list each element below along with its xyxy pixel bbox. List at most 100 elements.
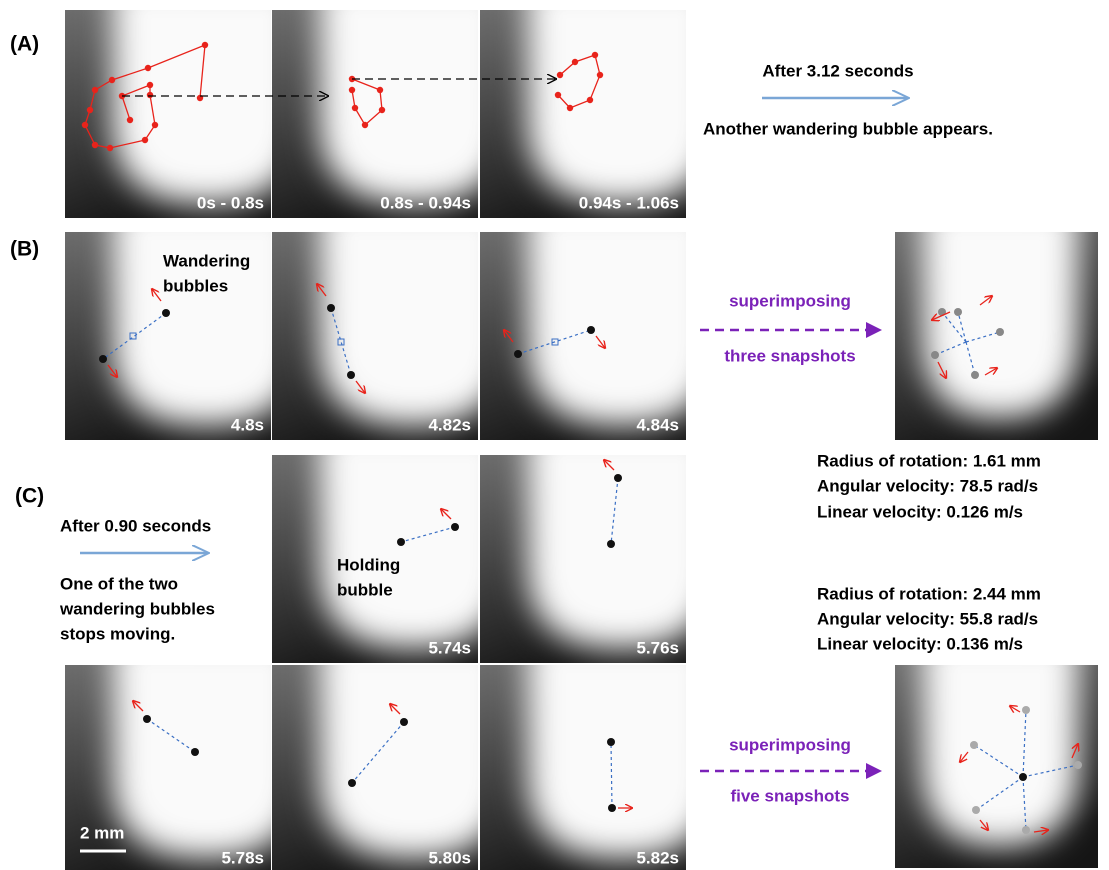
- annotation: Holding: [337, 555, 400, 574]
- trajectory-point: [142, 137, 148, 143]
- frame: [480, 202, 716, 440]
- bubble: [971, 371, 979, 379]
- time-label: 4.8s: [231, 415, 264, 434]
- stat: Linear velocity: 0.126 m/s: [817, 502, 1023, 521]
- time-label: 5.82s: [636, 848, 679, 867]
- bubble: [972, 806, 980, 814]
- stat: Angular velocity: 55.8 rad/s: [817, 609, 1038, 628]
- trajectory-point: [92, 142, 98, 148]
- bubble: [1022, 826, 1030, 834]
- bubble: [143, 715, 151, 723]
- bubble: [970, 741, 978, 749]
- transition-text: After 3.12 seconds: [762, 61, 913, 80]
- bubble: [1022, 706, 1030, 714]
- frame: [272, 202, 508, 440]
- bubble: [99, 355, 107, 363]
- superimpose-text: five snapshots: [730, 786, 849, 805]
- bright-region: [528, 635, 716, 859]
- stat: Radius of rotation: 1.61 mm: [817, 451, 1041, 470]
- bright-region: [923, 202, 1078, 418]
- stat: Radius of rotation: 2.44 mm: [817, 584, 1041, 603]
- bubble: [1074, 761, 1082, 769]
- bubble: [608, 804, 616, 812]
- time-label: 0.8s - 0.94s: [380, 193, 471, 212]
- bubble: [162, 309, 170, 317]
- trajectory-point: [557, 72, 563, 78]
- time-label: 5.76s: [636, 638, 679, 657]
- annotation: Wandering: [163, 251, 250, 270]
- trajectory-point: [147, 82, 153, 88]
- trajectory-point: [567, 105, 573, 111]
- superimpose-text: superimposing: [729, 291, 851, 310]
- bubble: [347, 371, 355, 379]
- superimpose-text: superimposing: [729, 735, 851, 754]
- superimpose-text: three snapshots: [724, 346, 855, 365]
- bright-region: [320, 202, 508, 426]
- bubble: [607, 540, 615, 548]
- bubble: [931, 351, 939, 359]
- bubble: [191, 748, 199, 756]
- bubble: [954, 308, 962, 316]
- trajectory-point: [145, 65, 151, 71]
- trajectory-point: [127, 117, 133, 123]
- transition-text: Another wandering bubble appears.: [703, 119, 993, 138]
- bubble: [397, 538, 405, 546]
- trajectory-point: [587, 97, 593, 103]
- frame: [480, 0, 716, 218]
- trajectory-point: [352, 105, 358, 111]
- trajectory-point: [87, 107, 93, 113]
- trajectory-point: [92, 87, 98, 93]
- trajectory-point: [202, 42, 208, 48]
- frame: [895, 202, 1098, 440]
- panel-label: (C): [15, 485, 44, 508]
- trajectory-point: [349, 87, 355, 93]
- time-label: 5.74s: [428, 638, 471, 657]
- bubble: [400, 718, 408, 726]
- panel-label: (A): [10, 33, 39, 56]
- trajectory-point: [379, 107, 385, 113]
- bubble: [587, 326, 595, 334]
- trajectory-point: [362, 122, 368, 128]
- trajectory-point: [592, 52, 598, 58]
- bright-region: [528, 425, 716, 649]
- bright-region: [320, 635, 508, 859]
- trajectory-point: [597, 72, 603, 78]
- panel-label: (B): [10, 238, 39, 261]
- transition-text: One of the two: [60, 574, 178, 593]
- bright-region: [528, 202, 716, 426]
- frame: [272, 425, 508, 663]
- time-label: 4.82s: [428, 415, 471, 434]
- bubble: [607, 738, 615, 746]
- transition-text: wandering bubbles: [59, 599, 215, 618]
- frame: [480, 635, 716, 870]
- transition-text: After 0.90 seconds: [60, 516, 211, 535]
- bubble: [327, 304, 335, 312]
- time-label: 5.78s: [221, 848, 264, 867]
- transition-text: stops moving.: [60, 624, 175, 643]
- bubble: [1019, 773, 1027, 781]
- bright-region: [528, 0, 716, 204]
- stat: Angular velocity: 78.5 rad/s: [817, 476, 1038, 495]
- trajectory-point: [147, 92, 153, 98]
- trajectory-point: [152, 122, 158, 128]
- frame: [65, 202, 301, 440]
- stat: Linear velocity: 0.136 m/s: [817, 634, 1023, 653]
- bright-region: [320, 425, 508, 649]
- bright-region: [923, 635, 1078, 846]
- annotation: bubble: [337, 580, 393, 599]
- frame: [895, 635, 1098, 868]
- bright-region: [320, 0, 508, 204]
- figure: 0s - 0.8s0.8s - 0.94s0.94s - 1.06s4.8s4.…: [0, 0, 1109, 870]
- trajectory-point: [107, 145, 113, 151]
- trajectory-point: [555, 92, 561, 98]
- time-label: 0.94s - 1.06s: [579, 193, 679, 212]
- frame: [272, 0, 508, 218]
- frame: [272, 635, 508, 870]
- scale-label: 2 mm: [80, 823, 124, 842]
- bubble: [614, 474, 622, 482]
- bubble: [451, 523, 459, 531]
- annotation: bubbles: [163, 276, 228, 295]
- bubble: [348, 779, 356, 787]
- trajectory-point: [109, 77, 115, 83]
- trajectory-point: [572, 59, 578, 65]
